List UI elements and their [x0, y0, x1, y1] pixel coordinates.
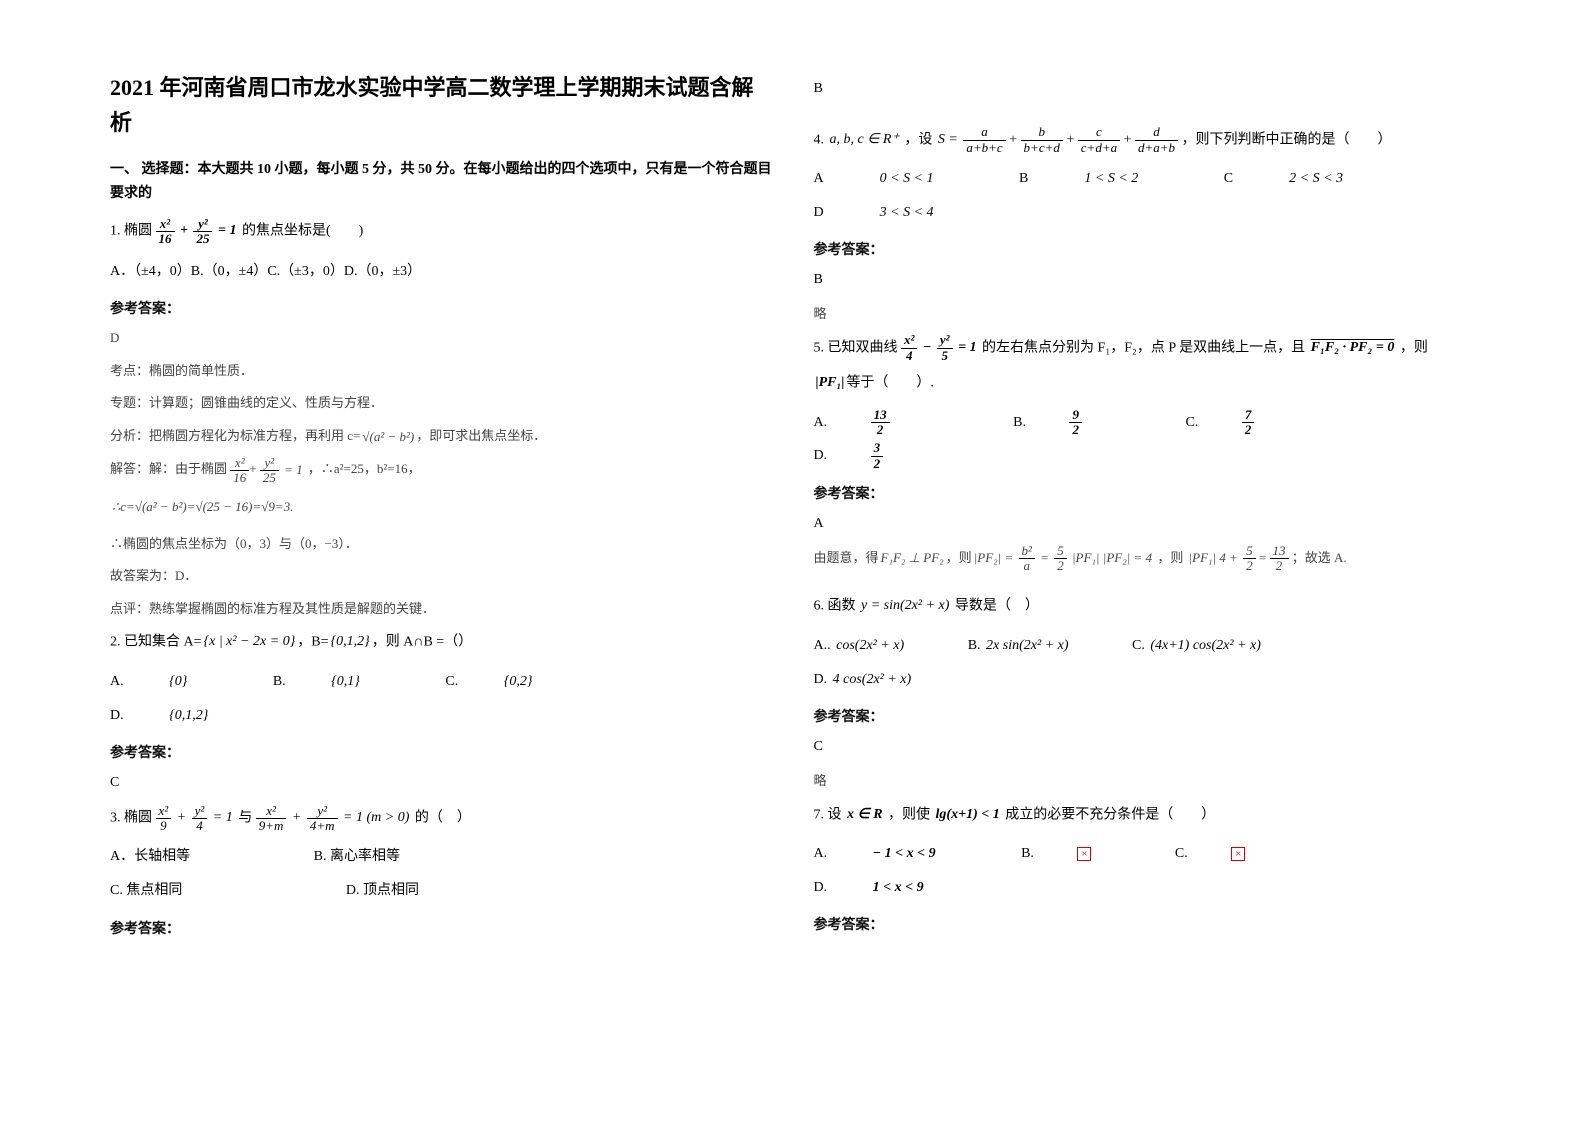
- q1-answer-letter: D: [110, 324, 774, 353]
- broken-image-icon: ×: [1231, 847, 1245, 861]
- q1-line-c: 分析：把椭圆方程化为标准方程，再利用 c=√(a² − b²)，即可求出焦点坐标…: [110, 422, 774, 451]
- question-2: 2. 已知集合 A={x | x² − 2x = 0}，B={0,1,2}，则 …: [110, 627, 774, 658]
- q1-line-a: 考点：椭圆的简单性质．: [110, 357, 774, 386]
- q1-frac2: y²25: [193, 217, 212, 247]
- q4-optC: C 2 < S < 3: [1224, 162, 1385, 196]
- q7-optB: B. ×: [1021, 837, 1131, 871]
- section-1-heading: 一、 选择题：本大题共 10 小题，每小题 5 分，共 50 分。在每小题给出的…: [110, 158, 774, 206]
- q3-optA: A．长轴相等: [110, 840, 190, 874]
- q5-options: A. 132 B. 92 C. 72 D. 32: [814, 406, 1478, 473]
- q4-answer-label: 参考答案：: [814, 239, 1478, 259]
- q1-line-e: ∴c=√(a² − b²)=√(25 − 16)=√9=3.: [110, 493, 295, 522]
- q5-expl: 由题意，得F₁F₂ ⊥ PF₂，则|PF₂| = b²a = 52 |PF₁| …: [814, 544, 1478, 574]
- q7-optD: D. 1 < x < 9: [814, 871, 966, 905]
- q6-optD: D. 4 cos(2x² + x): [814, 663, 954, 697]
- q2-optD: D. {0,1,2}: [110, 699, 250, 733]
- q7-optA: A. − 1 < x < 9: [814, 837, 978, 871]
- q3-answer-letter: B: [814, 74, 1478, 105]
- q1-answer-label: 参考答案：: [110, 298, 774, 318]
- q6-optC: C. (4x+1) cos(2x² + x): [1132, 629, 1303, 663]
- page-title: 2021 年河南省周口市龙水实验中学高二数学理上学期期末试题含解析: [110, 70, 774, 140]
- right-column: B 4. a, b, c ∈ R⁺ ，设 S = aa+b+c + bb+c+d…: [794, 70, 1498, 1082]
- q1-options: A．（±4，0）B.（0，±4）C.（±3，0）D.（0，±3）: [110, 257, 774, 288]
- left-column: 2021 年河南省周口市龙水实验中学高二数学理上学期期末试题含解析 一、 选择题…: [90, 70, 794, 1082]
- q6-answer-label: 参考答案：: [814, 706, 1478, 726]
- broken-image-icon: ×: [1077, 847, 1091, 861]
- q7-answer-label: 参考答案：: [814, 914, 1478, 934]
- q6-answer-letter: C: [814, 732, 1478, 763]
- q6-note: 略: [814, 767, 1478, 796]
- q4-note: 略: [814, 300, 1478, 329]
- q1-frac1: x²16: [156, 217, 175, 247]
- q6-optB: B. 2x sin(2x² + x): [968, 629, 1111, 663]
- question-4: 4. a, b, c ∈ R⁺ ，设 S = aa+b+c + bb+c+d +…: [814, 125, 1478, 156]
- q1-line-g: 故答案为：D．: [110, 562, 774, 591]
- q7-optC: C. ×: [1175, 837, 1285, 871]
- q3-options: A．长轴相等 B. 离心率相等 C. 焦点相同 D. 顶点相同: [110, 840, 774, 907]
- q2-optC: C. {0,2}: [445, 665, 574, 699]
- q4-optA: A 0 < S < 1: [814, 162, 976, 196]
- q4-optD: D 3 < S < 4: [814, 196, 976, 230]
- q1-eq: = 1: [216, 216, 238, 247]
- question-3: 3. 椭圆 x²9 + y²4 = 1 与 x²9+m + y²4+m = 1 …: [110, 803, 774, 834]
- q5-optC: C. 72: [1185, 406, 1334, 440]
- q2-optB: B. {0,1}: [273, 665, 402, 699]
- q4-options: A 0 < S < 1 B 1 < S < 2 C 2 < S < 3 D 3 …: [814, 162, 1478, 229]
- q1-line-h: 点评：熟练掌握椭圆的标准方程及其性质是解题的关键．: [110, 595, 774, 624]
- plus-sign: +: [178, 216, 190, 247]
- q5-answer-label: 参考答案：: [814, 483, 1478, 503]
- q6-options: A.. cos(2x² + x) B. 2x sin(2x² + x) C. (…: [814, 629, 1478, 696]
- q3-answer-label: 参考答案：: [110, 918, 774, 938]
- q1-suffix: 的焦点坐标是( ): [242, 224, 363, 239]
- q4-optB: B 1 < S < 2: [1019, 162, 1180, 196]
- q2-answer-label: 参考答案：: [110, 742, 774, 762]
- question-6: 6. 函数 y = sin(2x² + x) 导数是（ ）: [814, 591, 1478, 622]
- q2-answer-letter: C: [110, 768, 774, 799]
- q2-optA: A. {0}: [110, 665, 229, 699]
- question-5: 5. 已知双曲线 x²4 − y²5 = 1 的左右焦点分别为 F₁，F₂，点 …: [814, 333, 1478, 364]
- q4-answer-letter: B: [814, 265, 1478, 296]
- q5-line2: |PF₁|等于（ ）.: [814, 368, 1478, 399]
- q2-options: A. {0} B. {0,1} C. {0,2} D. {0,1,2}: [110, 665, 774, 732]
- q5-optD: D. 32: [814, 439, 964, 473]
- q1-line-f: ∴椭圆的焦点坐标为（0，3）与（0，−3）．: [110, 530, 774, 559]
- q3-optB: B. 离心率相等: [314, 840, 400, 874]
- question-7: 7. 设 x ∈ R ，则使 lg(x+1) < 1 成立的必要不充分条件是（ …: [814, 800, 1478, 831]
- q3-optC: C. 焦点相同: [110, 874, 182, 908]
- q5-optA: A. 132: [814, 406, 970, 440]
- q1-prefix: 1. 椭圆: [110, 224, 152, 239]
- q1-line-b: 专题：计算题；圆锥曲线的定义、性质与方程．: [110, 389, 774, 418]
- q7-options: A. − 1 < x < 9 B. × C. × D. 1 < x < 9: [814, 837, 1478, 904]
- q5-optB: B. 92: [1013, 406, 1162, 440]
- q1-line-d: 解答：解：由于椭圆 x²16+ y²25 = 1 ，∴a²=25，b²=16，: [110, 455, 774, 485]
- q6-optA: A.. cos(2x² + x): [814, 629, 947, 663]
- q3-optD: D. 顶点相同: [346, 874, 419, 908]
- question-1: 1. 椭圆 x²16 + y²25 = 1 的焦点坐标是( ): [110, 216, 774, 247]
- q5-answer-letter: A: [814, 509, 1478, 540]
